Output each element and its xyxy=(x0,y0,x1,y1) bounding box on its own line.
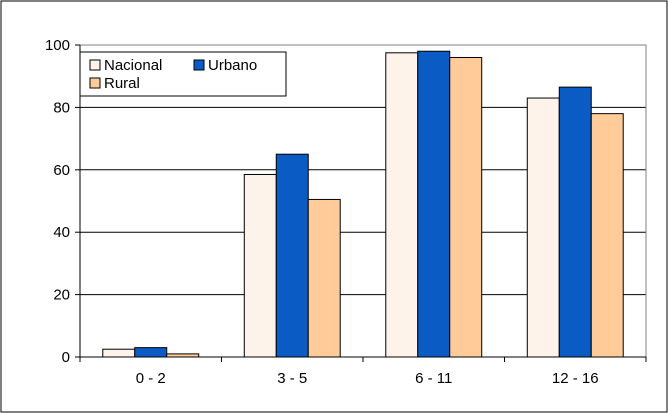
legend-swatch-rural xyxy=(90,78,100,88)
x-tick-label: 0 - 2 xyxy=(136,370,166,387)
bar-rural-1 xyxy=(308,199,340,357)
bar-nacional-2 xyxy=(386,53,418,357)
legend-swatch-urbano xyxy=(194,60,204,70)
y-tick-label: 60 xyxy=(53,162,70,179)
legend-swatch-nacional xyxy=(90,60,100,70)
legend-label-rural: Rural xyxy=(104,75,140,92)
x-tick-label: 3 - 5 xyxy=(277,370,307,387)
x-tick-label: 12 - 16 xyxy=(552,370,599,387)
legend-label-nacional: Nacional xyxy=(104,57,162,74)
bar-nacional-0 xyxy=(103,349,135,357)
bar-rural-2 xyxy=(450,57,482,357)
y-tick-label: 20 xyxy=(53,287,70,304)
y-tick-label: 40 xyxy=(53,224,70,241)
bar-urbano-0 xyxy=(135,348,167,357)
legend: Nacional Urbano Rural xyxy=(80,52,286,96)
bar-urbano-1 xyxy=(276,154,308,357)
legend-label-urbano: Urbano xyxy=(208,57,257,74)
bar-urbano-3 xyxy=(559,87,591,357)
y-tick-label: 80 xyxy=(53,99,70,116)
bar-nacional-3 xyxy=(527,98,559,357)
bar-urbano-2 xyxy=(418,51,450,357)
y-tick-label: 100 xyxy=(45,37,70,54)
bar-rural-3 xyxy=(591,114,623,357)
x-tick-label: 6 - 11 xyxy=(415,370,452,387)
y-tick-label: 0 xyxy=(62,349,70,366)
bar-nacional-1 xyxy=(244,174,276,357)
